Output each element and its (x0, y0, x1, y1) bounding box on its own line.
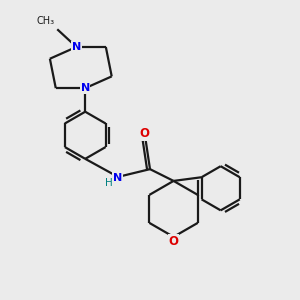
Text: O: O (169, 235, 178, 248)
Text: N: N (113, 173, 122, 183)
Text: H: H (106, 178, 113, 188)
Text: O: O (139, 127, 149, 140)
Text: CH₃: CH₃ (36, 16, 54, 26)
Text: N: N (81, 83, 90, 93)
Text: N: N (72, 42, 81, 52)
